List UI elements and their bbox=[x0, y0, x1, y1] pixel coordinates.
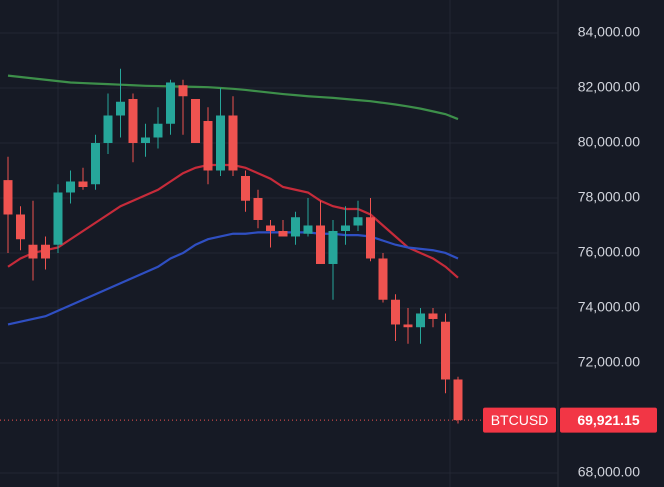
y-tick-label: 76,000.00 bbox=[578, 244, 640, 260]
y-tick-label: 74,000.00 bbox=[578, 299, 640, 315]
candle-body bbox=[28, 244, 38, 259]
candle-body bbox=[66, 181, 75, 193]
price-box bbox=[560, 407, 657, 433]
candle-body bbox=[403, 324, 413, 328]
symbol-label: BTCUSD bbox=[491, 412, 549, 428]
candle-body bbox=[78, 181, 88, 187]
candle-body bbox=[53, 192, 63, 245]
ma-line bbox=[7, 231, 459, 326]
candle-body bbox=[328, 230, 338, 264]
candle-body bbox=[303, 225, 313, 234]
candle-body bbox=[103, 115, 113, 143]
candle-body bbox=[3, 180, 13, 215]
candle-body bbox=[241, 175, 250, 201]
candle-body bbox=[228, 115, 238, 171]
symbol-box bbox=[483, 407, 556, 433]
candle-body bbox=[428, 313, 438, 319]
candle-body bbox=[416, 313, 425, 328]
candle-body bbox=[378, 258, 388, 300]
candle-body bbox=[341, 225, 350, 231]
candle-body bbox=[316, 225, 325, 264]
price-label: 69,921.15 bbox=[577, 412, 639, 428]
y-tick-label: 82,000.00 bbox=[578, 79, 640, 95]
y-tick-label: 78,000.00 bbox=[578, 189, 640, 205]
candle-body bbox=[128, 98, 138, 143]
y-tick-label: 68,000.00 bbox=[578, 464, 640, 480]
candle-body bbox=[216, 115, 225, 171]
ma-line bbox=[7, 74, 459, 121]
candle-body bbox=[353, 217, 363, 226]
candle-body bbox=[391, 299, 400, 325]
candle-body bbox=[278, 230, 288, 237]
candle-body bbox=[16, 214, 25, 240]
y-tick-label: 72,000.00 bbox=[578, 354, 640, 370]
candle-body bbox=[153, 123, 163, 138]
candle-body bbox=[366, 217, 375, 259]
candle-body bbox=[191, 98, 200, 143]
y-tick-label: 84,000.00 bbox=[578, 24, 640, 40]
candle-body bbox=[116, 101, 125, 116]
candle-body bbox=[253, 197, 263, 220]
y-tick-label: 80,000.00 bbox=[578, 134, 640, 150]
candle-body bbox=[441, 321, 450, 380]
candle-body bbox=[178, 85, 188, 97]
candle-body bbox=[91, 142, 100, 185]
candle-body bbox=[41, 244, 50, 259]
candle-body bbox=[203, 120, 213, 171]
candle-body bbox=[166, 82, 175, 124]
candle-body bbox=[291, 217, 300, 237]
candle-body bbox=[266, 225, 275, 231]
candle-body bbox=[453, 379, 463, 421]
candle-body bbox=[141, 137, 150, 143]
